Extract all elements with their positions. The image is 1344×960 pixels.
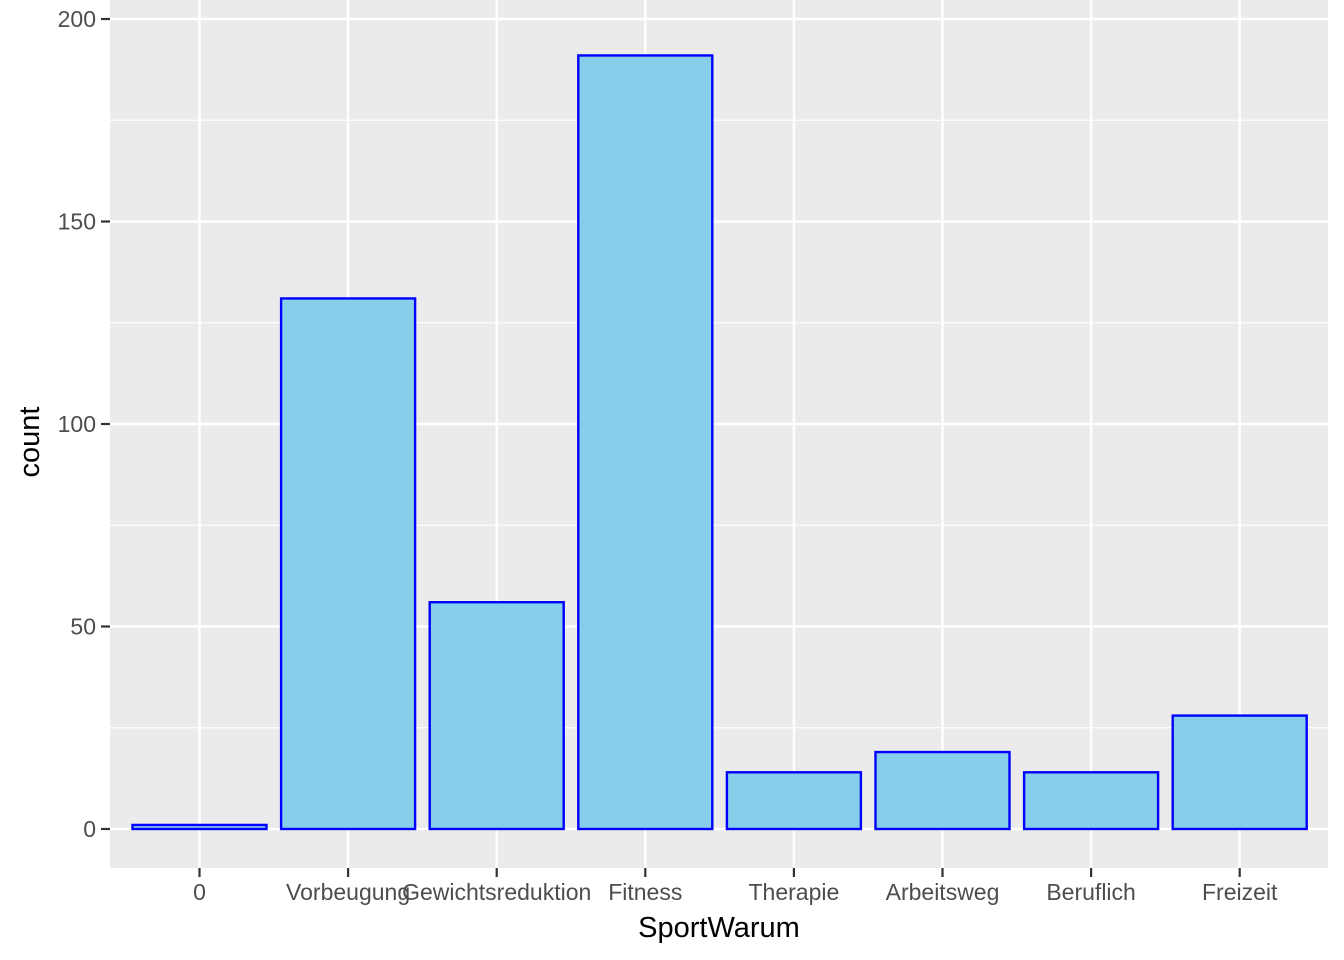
y-tick-label: 150: [58, 209, 96, 235]
bars: [131, 54, 1308, 831]
y-axis-title: count: [14, 407, 46, 478]
x-tick-label: Vorbeugung: [286, 879, 410, 905]
x-tick-label: Fitness: [608, 879, 682, 905]
x-tick-label: Arbeitsweg: [886, 879, 1000, 905]
x-axis-title: SportWarum: [638, 912, 800, 944]
x-tick-label: Freizeit: [1202, 879, 1278, 905]
y-tick-label: 0: [83, 816, 96, 842]
x-tick-label: 0: [193, 879, 206, 905]
y-axis: 0 50 100 150 200: [58, 6, 110, 842]
bar-freizeit: [1171, 714, 1308, 831]
x-tick-label: Therapie: [749, 879, 840, 905]
bar-gewichtsreduktion: [428, 601, 565, 831]
bar-therapie: [725, 771, 863, 831]
bar-fitness: [577, 54, 714, 831]
y-tick-label: 100: [58, 411, 96, 437]
y-tick-label: 50: [70, 614, 96, 640]
bar-beruflich: [1022, 771, 1160, 831]
bar-0: [131, 823, 268, 831]
bar-vorbeugung: [279, 297, 417, 831]
x-tick-label: Gewichtsreduktion: [402, 879, 591, 905]
bar-arbeitsweg: [874, 750, 1011, 831]
x-tick-label: Beruflich: [1046, 879, 1135, 905]
y-tick-label: 200: [58, 6, 96, 32]
